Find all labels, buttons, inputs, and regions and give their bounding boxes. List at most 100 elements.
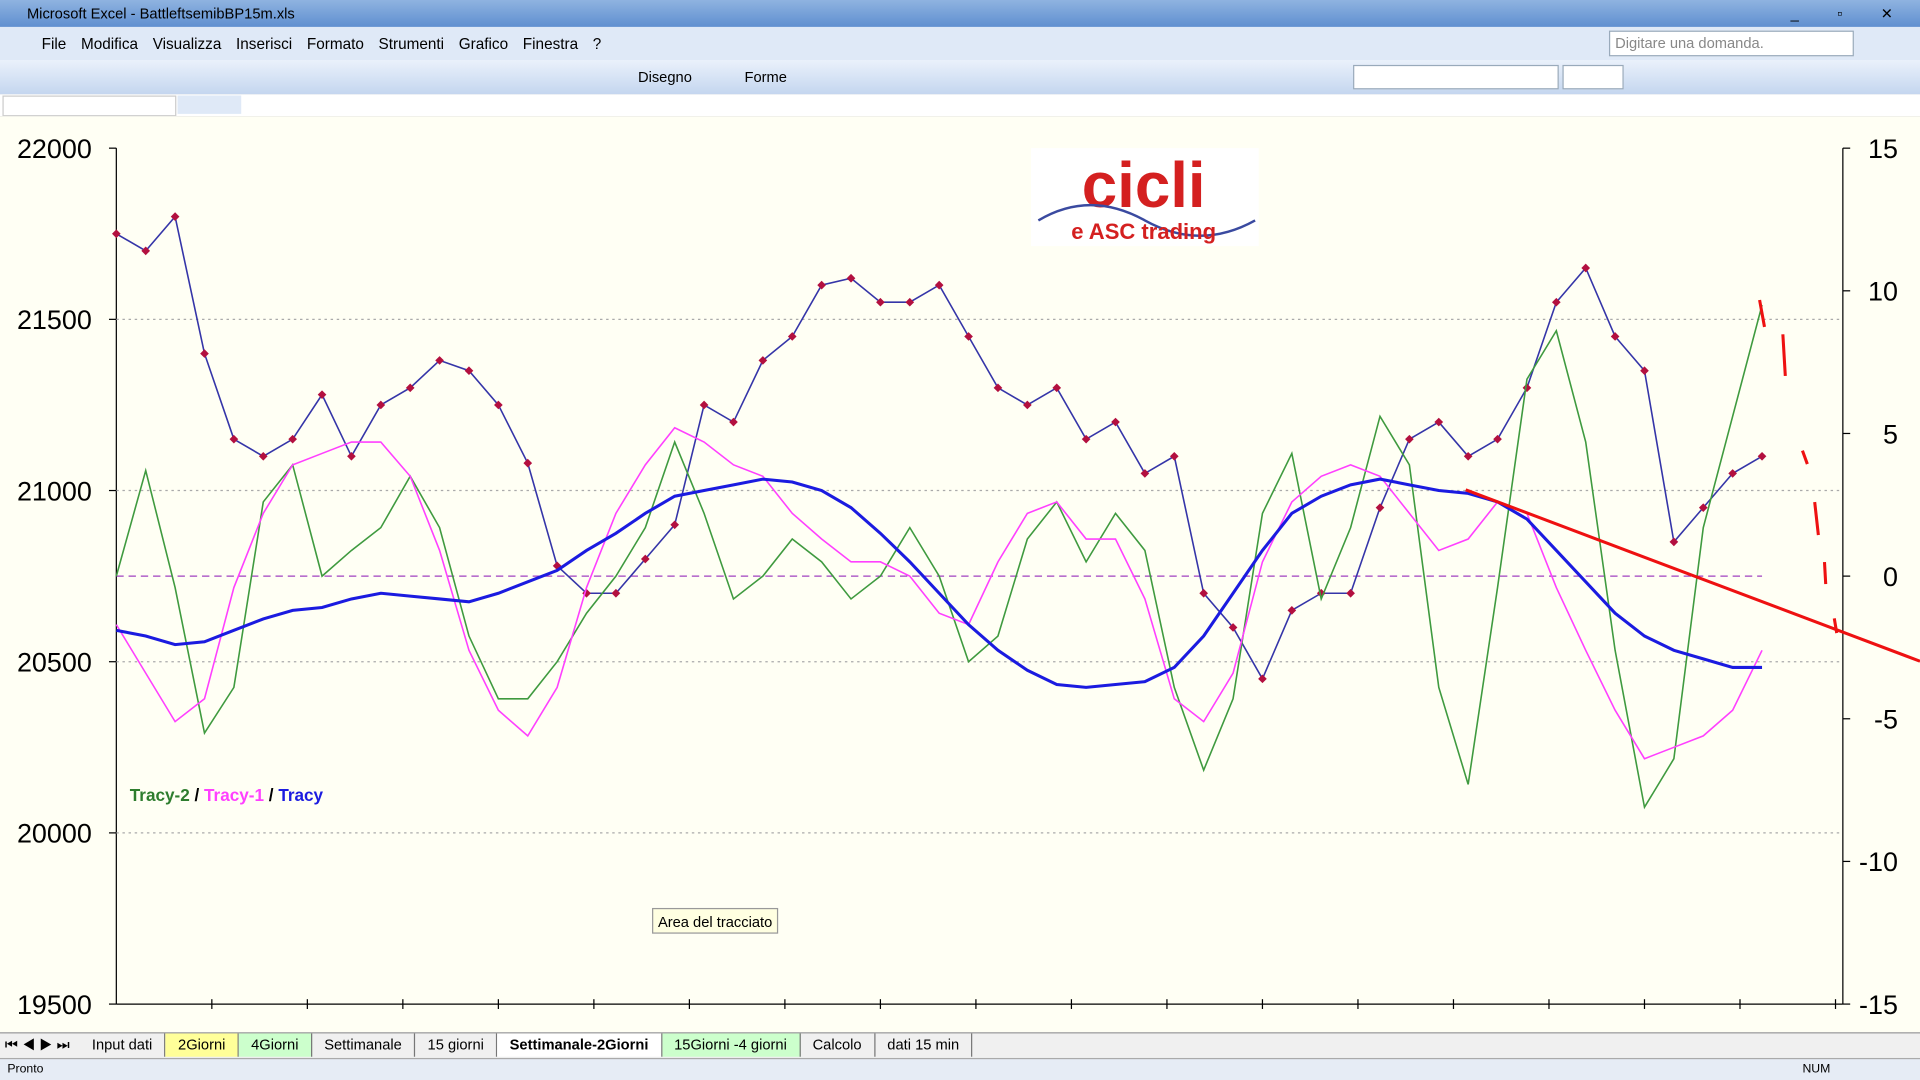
data-point xyxy=(288,434,297,444)
trendline xyxy=(1465,488,1920,663)
legend: Tracy-2 / Tracy-1 / Tracy xyxy=(130,785,324,805)
sheet-tab[interactable]: 2Giorni xyxy=(165,1033,239,1057)
y2-tick-label: 5 xyxy=(1883,419,1898,449)
y2-tick-label: 15 xyxy=(1868,134,1898,164)
series-line xyxy=(116,477,1763,689)
legend-entry: Tracy xyxy=(278,785,323,805)
chart: 19500 20000 20500 21000 21500 22000 -15 -10 -5 0 5… xyxy=(0,116,1920,1033)
question-box[interactable]: Digitare una domanda. xyxy=(1608,30,1854,57)
data-point xyxy=(200,349,209,358)
data-point xyxy=(1140,469,1150,478)
data-point xyxy=(993,383,1003,393)
y-tick-label: 22000 xyxy=(17,134,92,164)
data-point xyxy=(111,229,121,239)
function-button[interactable] xyxy=(177,95,242,114)
status-bar: Pronto NUM xyxy=(0,1057,1920,1080)
name-box-row xyxy=(0,94,1920,118)
data-point xyxy=(699,400,709,410)
data-point xyxy=(1757,451,1767,461)
window-title: Microsoft Excel - BattleftsemibBP15m.xls xyxy=(26,4,295,23)
y-tick-label: 21500 xyxy=(17,305,92,335)
sheet-tab[interactable]: 4Giorni xyxy=(238,1033,312,1057)
y-tick-label: 21000 xyxy=(17,476,92,506)
y2-tick-label: 0 xyxy=(1883,562,1898,592)
data-point xyxy=(376,400,386,410)
menu-item[interactable]: Modifica xyxy=(81,35,139,53)
name-box[interactable] xyxy=(2,95,177,117)
legend-separator: / xyxy=(190,785,204,805)
logo-subtitle: e ASC trading xyxy=(1071,219,1216,244)
data-point xyxy=(817,280,826,290)
data-point xyxy=(317,390,327,399)
series-line xyxy=(115,304,1763,810)
data-point xyxy=(523,458,533,468)
menu-item[interactable]: Inserisci xyxy=(236,35,293,53)
sheet-tab[interactable]: 15Giorni -4 giorni xyxy=(661,1033,801,1057)
legend-entry: Tracy-2 xyxy=(130,785,190,805)
menu-item[interactable]: Finestra xyxy=(522,35,579,53)
data-point xyxy=(670,520,680,530)
data-point xyxy=(1169,451,1179,461)
title-bar: Microsoft Excel - BattleftsemibBP15m.xls… xyxy=(0,0,1920,27)
data-point xyxy=(758,356,768,365)
data-point xyxy=(1081,434,1091,444)
data-point xyxy=(611,588,621,598)
data-point xyxy=(846,273,856,283)
data-point xyxy=(905,297,915,307)
font-box[interactable] xyxy=(1353,64,1559,90)
shapes-menu[interactable]: Forme xyxy=(744,68,787,86)
data-point xyxy=(1023,400,1032,410)
draw-menu[interactable]: Disegno xyxy=(637,68,692,86)
data-point xyxy=(1346,588,1355,598)
menu-item[interactable]: Formato xyxy=(306,35,364,53)
tooltip: Area del tracciato xyxy=(658,915,772,931)
sheet-tab[interactable]: Calcolo xyxy=(800,1033,876,1057)
menu-bar: File Modifica Visualizza Inserisci Formato St… xyxy=(0,26,1920,61)
menu-item[interactable]: File xyxy=(41,35,67,53)
sheet-tab[interactable]: Settimanale-2Giorni xyxy=(497,1033,662,1057)
menu-item[interactable]: Grafico xyxy=(458,35,509,53)
menu-list: File Modifica Visualizza Inserisci Formato St… xyxy=(34,27,608,61)
menu-item[interactable]: ? xyxy=(592,35,602,53)
legend-separator: / xyxy=(264,785,278,805)
data-point xyxy=(729,417,738,427)
sheet-tab[interactable]: Input dati xyxy=(80,1033,166,1057)
data-point xyxy=(347,451,356,461)
menu-item[interactable]: Visualizza xyxy=(152,35,222,53)
sheet-tab[interactable]: dati 15 min xyxy=(875,1033,973,1057)
data-point xyxy=(1493,434,1502,444)
data-point xyxy=(1258,674,1267,684)
status-text: Pronto xyxy=(7,1062,44,1077)
y-tick-label: 20000 xyxy=(17,819,92,849)
y-tick-label: 20500 xyxy=(17,648,92,678)
projection xyxy=(1758,299,1839,634)
logo-title: cicli xyxy=(1082,150,1206,221)
sheet-tab[interactable]: 15 giorni xyxy=(415,1033,498,1057)
y2-tick-label: -5 xyxy=(1874,705,1898,735)
logo-wave xyxy=(1037,204,1256,237)
data-point xyxy=(964,332,973,341)
data-point xyxy=(170,212,180,221)
tooltip-box xyxy=(652,907,779,934)
data-point xyxy=(640,554,650,564)
sheet-tab[interactable]: Settimanale xyxy=(312,1033,416,1057)
data-point xyxy=(1287,606,1297,615)
size-box[interactable] xyxy=(1562,64,1624,90)
y-tick-label: 19500 xyxy=(17,990,92,1020)
data-point xyxy=(1199,588,1209,598)
y2-tick-label: 10 xyxy=(1868,277,1898,307)
logo-box xyxy=(1031,148,1259,247)
legend-entry: Tracy-1 xyxy=(204,785,264,805)
data-point xyxy=(934,280,944,290)
data-point xyxy=(1375,503,1385,512)
data-point xyxy=(405,383,415,393)
menu-item[interactable]: Strumenti xyxy=(378,35,445,53)
data-point xyxy=(1405,434,1414,444)
data-point xyxy=(1052,383,1062,393)
data-point xyxy=(229,434,239,444)
num-indicator: NUM xyxy=(1802,1062,1831,1077)
data-point xyxy=(1111,417,1120,427)
window-controls[interactable]: _ ▫ ✕ xyxy=(1790,4,1911,23)
